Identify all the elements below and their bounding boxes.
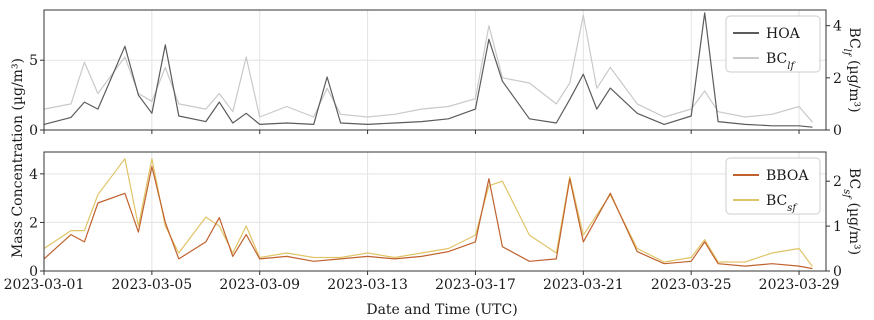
y-tick-label-right: 0 (833, 264, 842, 280)
series-line-bc-sf (43, 158, 813, 267)
y-tick-label-right: 2 (833, 174, 842, 190)
x-tick-label: 2023-03-17 (435, 277, 516, 293)
legend-label: HOA (766, 26, 801, 42)
shared-x-axis: 2023-03-01 2023-03-05 2023-03-09 2023-03-13… (4, 277, 840, 293)
x-tick-label: 2023-03-21 (543, 277, 624, 293)
x-tick-label: 2023-03-25 (651, 277, 732, 293)
y-tick-label-left: 0 (29, 123, 38, 139)
x-axis-label: Date and Time (UTC) (366, 302, 517, 318)
x-tick-label: 2023-03-01 (4, 277, 85, 293)
y-axis-label-right: BCsf (µg/m³) (842, 168, 863, 255)
plot-frame (43, 9, 827, 131)
x-tick-label: 2023-03-09 (219, 277, 300, 293)
y-tick-label-right: 2 (833, 71, 842, 87)
y-axis-label-right: BClf (µg/m³) (842, 27, 863, 112)
y-tick-label-left: 4 (29, 167, 38, 183)
y-tick-label-left: 0 (29, 264, 38, 280)
x-tick-label: 2023-03-05 (112, 277, 193, 293)
x-tick-label: 2023-03-13 (327, 277, 408, 293)
y-tick-label-left: 2 (29, 215, 38, 231)
y-tick-label-right: 0 (833, 123, 842, 139)
series-line-bboa (43, 166, 813, 270)
legend-label: BBOA (766, 168, 809, 184)
series-line-hoa (43, 12, 813, 128)
y-tick-label-left: 5 (29, 53, 38, 69)
y-tick-label-right: 4 (833, 19, 842, 35)
y-axis-label-left: Mass Concentration (µg/m³) (10, 58, 26, 258)
plot-frame (43, 151, 827, 272)
series-line-bc-lf (43, 14, 813, 123)
x-tick-label: 2023-03-29 (759, 277, 840, 293)
y-tick-label-right: 1 (833, 219, 842, 235)
